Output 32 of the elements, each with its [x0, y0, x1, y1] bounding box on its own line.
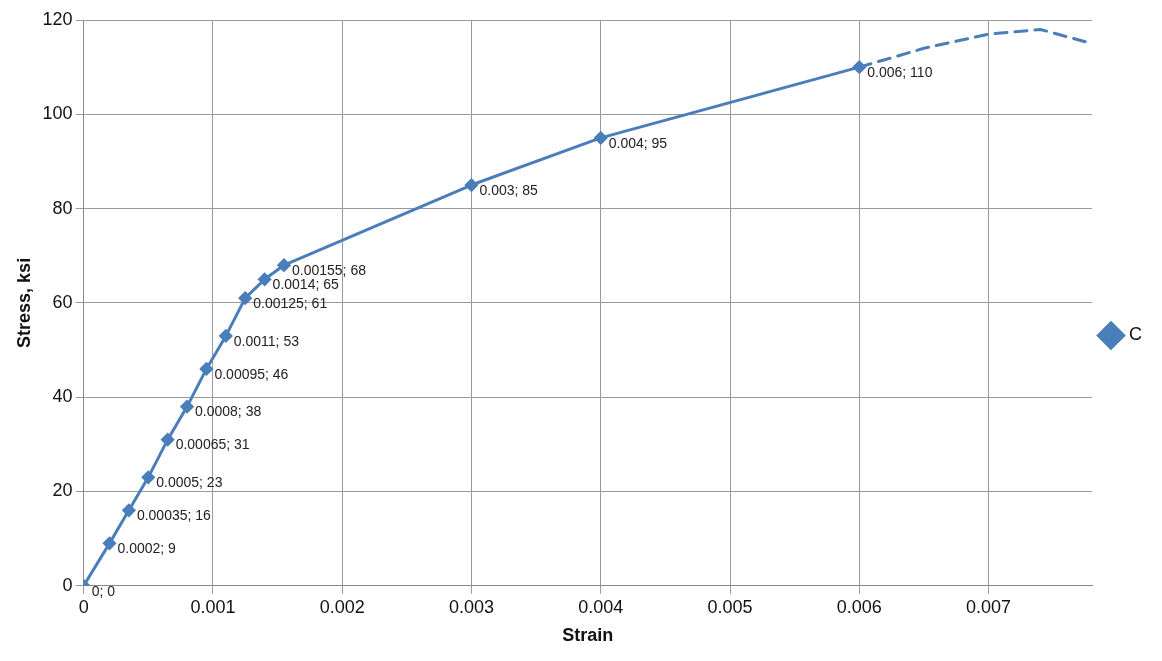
data-label: 0.00155; 68 [292, 262, 367, 279]
data-label: 0; 0 [91, 582, 116, 599]
data-label: 0.00095; 46 [214, 365, 289, 382]
x-tick-label: 0.007 [966, 596, 1012, 617]
data-label: 0.006; 110 [867, 64, 933, 81]
y-tick-label: 0 [62, 574, 73, 595]
data-label: 0.00065; 31 [175, 436, 250, 453]
x-tick-label: 0.004 [578, 596, 624, 617]
data-label: 0.00035; 16 [136, 507, 212, 524]
data-label: 0.003; 85 [479, 181, 539, 198]
x-tick-label: 0.003 [448, 596, 494, 617]
y-tick-label: 80 [52, 197, 73, 218]
data-label: 0.0008; 38 [195, 403, 262, 420]
x-tick-label: 0.001 [190, 596, 236, 617]
data-label: 0.0005; 23 [156, 474, 223, 491]
legend-label: C [1129, 324, 1142, 345]
y-tick-label: 120 [42, 8, 73, 29]
data-label: 0.0002; 9 [117, 540, 177, 557]
data-label: 0.0011; 53 [233, 332, 300, 349]
y-tick-label: 20 [52, 480, 73, 501]
x-tick-label: 0.005 [707, 596, 753, 617]
y-tick-label: 100 [42, 103, 73, 124]
x-axis-title: Strain [562, 625, 614, 646]
y-tick-label: 40 [52, 386, 73, 407]
data-label: 0.0014; 65 [272, 276, 340, 293]
x-tick-label: 0 [78, 596, 89, 617]
x-tick-label: 0.002 [319, 596, 365, 617]
y-axis-title: Stress, ksi [13, 257, 34, 348]
data-label: 0.004; 95 [608, 134, 668, 151]
data-label: 0.00125; 61 [253, 295, 328, 312]
x-tick-label: 0.006 [836, 596, 882, 617]
y-tick-label: 60 [52, 291, 73, 312]
